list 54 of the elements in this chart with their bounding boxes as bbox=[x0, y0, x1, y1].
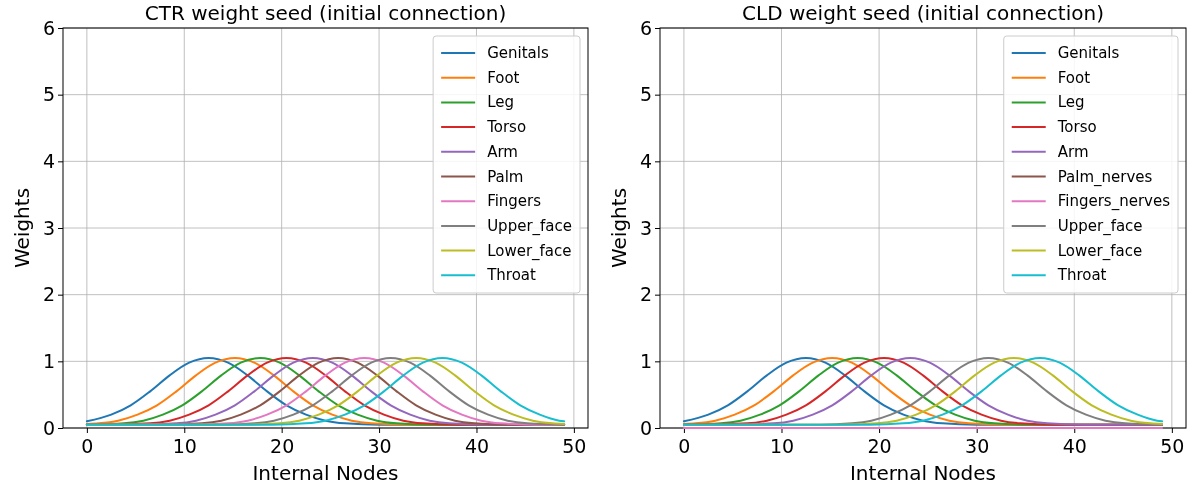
y-tick-label: 0 bbox=[639, 416, 652, 439]
x-tick-label: 20 bbox=[867, 435, 892, 458]
x-axis-title: Internal Nodes bbox=[252, 461, 399, 485]
line-series bbox=[682, 357, 1164, 426]
legend-label: Genitals bbox=[487, 44, 549, 62]
y-tick-label: 5 bbox=[639, 83, 652, 106]
legend-label: Throat bbox=[486, 266, 536, 285]
legend-label: Fingers bbox=[487, 192, 542, 211]
x-tick-label: 30 bbox=[965, 435, 990, 458]
legend-label: Upper_face bbox=[487, 216, 572, 236]
y-tick-label: 5 bbox=[42, 83, 55, 106]
y-tick-label: 1 bbox=[42, 349, 55, 372]
y-tick-label: 3 bbox=[639, 216, 652, 239]
legend-label: Arm bbox=[1057, 142, 1089, 161]
y-axis-title: Weights bbox=[607, 187, 631, 269]
legend-label: Foot bbox=[487, 68, 520, 87]
legend-label: Leg bbox=[1057, 93, 1085, 112]
y-tick-label: 3 bbox=[42, 216, 55, 239]
y-tick-label: 4 bbox=[42, 149, 55, 172]
y-tick-label: 4 bbox=[639, 149, 652, 172]
y-tick-label: 0 bbox=[42, 416, 55, 439]
y-tick-label: 2 bbox=[42, 283, 55, 306]
legend-label: Arm bbox=[487, 142, 518, 161]
legend-label: Leg bbox=[487, 93, 514, 112]
legend-label: Genitals bbox=[1057, 44, 1120, 62]
x-tick-label: 40 bbox=[1062, 435, 1087, 458]
legend-label: Torso bbox=[1056, 118, 1097, 137]
y-tick-label: 6 bbox=[42, 16, 55, 39]
x-tick-label: 30 bbox=[367, 435, 392, 458]
legend-label: Upper_face bbox=[1057, 216, 1143, 236]
chart-title: CTR weight seed (initial connection) bbox=[144, 1, 507, 25]
y-tick-label: 2 bbox=[639, 283, 652, 306]
y-axis-title: Weights bbox=[10, 187, 34, 269]
legend-label: Palm bbox=[487, 167, 524, 186]
x-tick-label: 40 bbox=[464, 435, 490, 458]
legend-label: Throat bbox=[1056, 266, 1107, 285]
x-tick-label: 50 bbox=[1160, 435, 1185, 458]
legend-label: Lower_face bbox=[487, 241, 572, 261]
legend-label: Fingers_nerves bbox=[1057, 192, 1171, 212]
y-tick-label: 1 bbox=[639, 349, 652, 372]
x-axis-title: Internal Nodes bbox=[849, 461, 997, 485]
x-tick-label: 10 bbox=[769, 435, 795, 458]
legend-label: Lower_face bbox=[1057, 241, 1143, 261]
legend-label: Palm_nerves bbox=[1057, 167, 1153, 187]
legend-label: Foot bbox=[1057, 68, 1091, 87]
legend-label: Torso bbox=[486, 118, 527, 137]
x-tick-label: 50 bbox=[562, 435, 587, 458]
y-tick-label: 6 bbox=[639, 16, 652, 39]
chart-title: CLD weight seed (initial connection) bbox=[742, 1, 1104, 25]
x-tick-label: 0 bbox=[678, 435, 691, 458]
x-tick-label: 0 bbox=[81, 435, 94, 458]
line-series bbox=[85, 357, 566, 426]
x-tick-label: 10 bbox=[172, 435, 197, 458]
x-tick-label: 20 bbox=[270, 435, 295, 458]
